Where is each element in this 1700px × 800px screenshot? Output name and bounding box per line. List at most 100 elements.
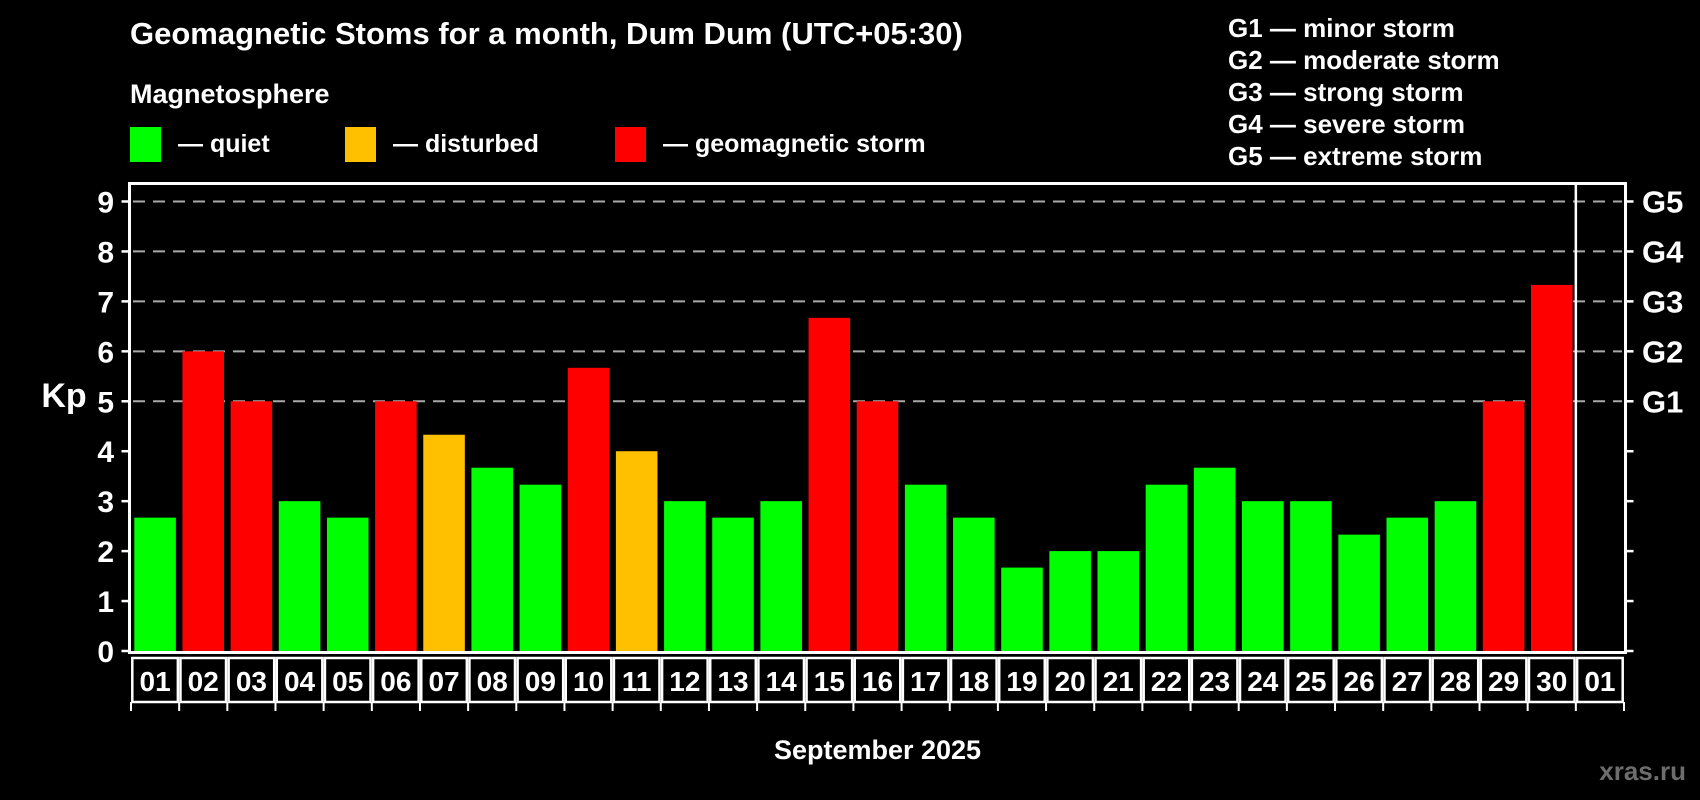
day-label-22: 23 xyxy=(1199,666,1230,697)
day-label-box xyxy=(1431,656,1480,704)
day-label-14: 15 xyxy=(814,666,845,697)
day-label-box xyxy=(997,656,1047,704)
day-label-10: 11 xyxy=(622,666,652,697)
day-label-box xyxy=(1575,656,1624,704)
day-label-16: 17 xyxy=(910,666,941,697)
day-label-3: 04 xyxy=(284,666,316,697)
bar-day-29 xyxy=(1482,401,1525,651)
day-label-box xyxy=(1046,656,1095,704)
g-legend-line: G4 — severe storm xyxy=(1228,109,1466,139)
day-label-box xyxy=(1286,656,1335,704)
bar-day-05 xyxy=(326,517,369,651)
day-label-box xyxy=(564,656,613,704)
y-axis-title: Kp xyxy=(41,377,86,415)
bar-day-07 xyxy=(423,434,465,651)
day-label-0: 01 xyxy=(140,666,171,697)
y-axis-label-1: 1 xyxy=(97,586,114,619)
bar-day-25 xyxy=(1290,501,1332,651)
legend-label: — quiet xyxy=(178,129,270,158)
bar-day-08 xyxy=(471,467,513,651)
day-label-27: 28 xyxy=(1440,666,1471,697)
day-label-box xyxy=(612,656,661,704)
g-scale-legend: G1 — minor storm G2 — moderate storm G3 — … xyxy=(1228,12,1500,172)
bar-day-03 xyxy=(230,401,273,651)
g-legend-line: G3 — strong storm xyxy=(1228,77,1464,107)
g-legend-line: G5 — extreme storm xyxy=(1228,141,1483,171)
day-label-15: 16 xyxy=(862,666,893,697)
day-label-2: 03 xyxy=(236,666,267,697)
day-label-30: 01 xyxy=(1584,666,1615,697)
legend-label: — geomagnetic storm xyxy=(663,129,926,158)
y-axis-label-7: 7 xyxy=(97,286,114,319)
bar-day-02 xyxy=(182,351,225,651)
day-label-19: 20 xyxy=(1055,666,1086,697)
g-axis-label-G1: G1 xyxy=(1642,384,1683,419)
page-title: Geomagnetic Stoms for a month, Dum Dum (… xyxy=(130,16,963,51)
day-label-box xyxy=(179,656,228,704)
day-label-12: 13 xyxy=(717,666,748,697)
g-axis-label-G5: G5 xyxy=(1642,184,1683,219)
bar-day-04 xyxy=(278,501,321,651)
bar-day-14 xyxy=(760,501,802,651)
day-label-24: 25 xyxy=(1295,666,1326,697)
legend-item-storm: — geomagnetic storm xyxy=(615,126,926,162)
day-label-box xyxy=(1238,656,1287,704)
bar-day-13 xyxy=(712,517,754,651)
day-label-box xyxy=(1190,656,1239,704)
day-label-28: 29 xyxy=(1488,666,1519,697)
g-axis-label-G4: G4 xyxy=(1642,234,1684,269)
bar-day-24 xyxy=(1242,501,1284,651)
g-axis-label-G2: G2 xyxy=(1642,334,1683,369)
g-axis-label-G3: G3 xyxy=(1642,284,1683,319)
day-label-11: 12 xyxy=(669,666,700,697)
day-label-25: 26 xyxy=(1344,666,1375,697)
legend-item-quiet: — quiet xyxy=(130,126,270,162)
day-label-box xyxy=(1527,656,1576,704)
bar-day-17 xyxy=(904,484,947,651)
day-label-9: 10 xyxy=(573,666,604,697)
bar-day-09 xyxy=(519,484,562,651)
y-axis-label-8: 8 xyxy=(97,236,114,269)
bar-day-20 xyxy=(1049,551,1091,651)
storm-swatch-icon xyxy=(615,126,646,162)
disturbed-swatch-icon xyxy=(345,126,376,162)
day-label-box xyxy=(853,656,902,704)
month-label: September 2025 xyxy=(773,735,982,765)
day-label-box xyxy=(805,656,854,704)
y-axis-label-0: 0 xyxy=(97,636,114,669)
day-label-17: 18 xyxy=(958,666,989,697)
day-label-box xyxy=(323,656,372,704)
day-label-21: 22 xyxy=(1151,666,1182,697)
bar-day-26 xyxy=(1338,534,1380,651)
day-label-box xyxy=(468,656,517,704)
day-label-box xyxy=(227,656,276,704)
bar-day-28 xyxy=(1434,501,1477,651)
day-label-13: 14 xyxy=(766,666,798,697)
day-label-box xyxy=(516,656,565,704)
bar-day-19 xyxy=(1001,567,1043,651)
day-label-1: 02 xyxy=(188,666,219,697)
bar-day-21 xyxy=(1097,551,1140,651)
y-axis-label-5: 5 xyxy=(97,386,114,419)
day-label-box xyxy=(275,656,324,704)
g-legend-line: G1 — minor storm xyxy=(1228,13,1455,43)
plot-border xyxy=(128,182,1627,654)
bar-day-10 xyxy=(567,367,610,651)
day-label-29: 30 xyxy=(1536,666,1567,697)
day-label-box xyxy=(660,656,709,704)
day-label-20: 21 xyxy=(1103,666,1134,697)
day-label-box xyxy=(1142,656,1191,704)
y-axis-label-3: 3 xyxy=(97,486,114,519)
g-legend-line: G2 — moderate storm xyxy=(1228,45,1500,75)
legend-label: — disturbed xyxy=(393,129,539,158)
day-label-6: 07 xyxy=(428,666,459,697)
day-label-26: 27 xyxy=(1392,666,1423,697)
day-label-box xyxy=(1335,656,1384,704)
y-axis-label-9: 9 xyxy=(97,186,114,219)
day-label-23: 24 xyxy=(1247,666,1279,697)
day-label-box xyxy=(757,656,806,704)
bar-day-30 xyxy=(1530,284,1573,651)
y-axis-label-4: 4 xyxy=(97,436,114,469)
